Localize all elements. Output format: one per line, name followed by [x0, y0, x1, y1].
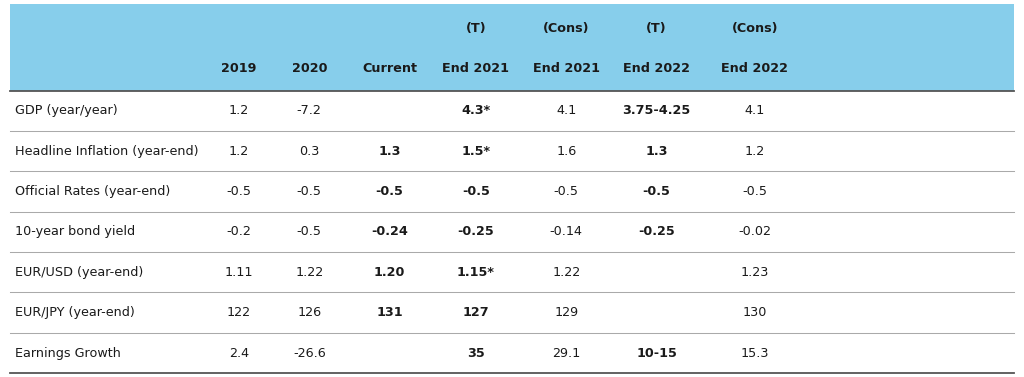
Text: 2019: 2019 [221, 62, 257, 75]
Text: 130: 130 [742, 306, 767, 319]
Text: 122: 122 [227, 306, 251, 319]
Text: 4.3*: 4.3* [461, 104, 490, 117]
Text: 1.2: 1.2 [229, 104, 249, 117]
Text: 129: 129 [554, 306, 579, 319]
Text: -0.5: -0.5 [742, 185, 767, 198]
Text: (Cons): (Cons) [543, 21, 590, 35]
Text: 10-15: 10-15 [636, 346, 677, 360]
Text: -0.25: -0.25 [638, 225, 675, 238]
Text: 3.75-4.25: 3.75-4.25 [623, 104, 690, 117]
Text: End 2022: End 2022 [721, 62, 788, 75]
Text: EUR/JPY (year-end): EUR/JPY (year-end) [15, 306, 135, 319]
Text: End 2022: End 2022 [623, 62, 690, 75]
Text: -0.5: -0.5 [462, 185, 489, 198]
Text: -0.25: -0.25 [458, 225, 495, 238]
Text: 35: 35 [467, 346, 484, 360]
Text: 1.6: 1.6 [556, 145, 577, 158]
Text: 1.2: 1.2 [229, 145, 249, 158]
Text: Headline Inflation (year-end): Headline Inflation (year-end) [15, 145, 199, 158]
Text: 4.1: 4.1 [556, 104, 577, 117]
Text: 0.3: 0.3 [299, 145, 319, 158]
Bar [10, 4, 1014, 90]
Text: -7.2: -7.2 [297, 104, 322, 117]
Text: -0.02: -0.02 [738, 225, 771, 238]
Text: Current: Current [362, 62, 417, 75]
Text: EUR/USD (year-end): EUR/USD (year-end) [15, 266, 143, 279]
Text: 29.1: 29.1 [552, 346, 581, 360]
Text: 1.3: 1.3 [378, 145, 400, 158]
Text: -0.2: -0.2 [226, 225, 252, 238]
Text: 4.1: 4.1 [744, 104, 765, 117]
Text: 126: 126 [297, 306, 322, 319]
Text: 1.5*: 1.5* [462, 145, 490, 158]
Text: Official Rates (year-end): Official Rates (year-end) [15, 185, 171, 198]
Text: 127: 127 [463, 306, 489, 319]
Text: -0.5: -0.5 [297, 185, 322, 198]
Text: 1.22: 1.22 [552, 266, 581, 279]
Text: -0.5: -0.5 [376, 185, 403, 198]
Text: 1.22: 1.22 [295, 266, 324, 279]
Text: 1.11: 1.11 [225, 266, 253, 279]
Text: -0.24: -0.24 [371, 225, 408, 238]
Text: 1.20: 1.20 [374, 266, 406, 279]
Text: Earnings Growth: Earnings Growth [15, 346, 121, 360]
Text: End 2021: End 2021 [442, 62, 509, 75]
Text: 1.23: 1.23 [740, 266, 769, 279]
Text: 2.4: 2.4 [229, 346, 249, 360]
Text: (T): (T) [466, 21, 486, 35]
Text: GDP (year/year): GDP (year/year) [15, 104, 118, 117]
Text: 1.15*: 1.15* [457, 266, 495, 279]
Text: (Cons): (Cons) [731, 21, 778, 35]
Text: -0.14: -0.14 [550, 225, 583, 238]
Text: (T): (T) [646, 21, 667, 35]
Text: 10-year bond yield: 10-year bond yield [15, 225, 135, 238]
Text: -0.5: -0.5 [297, 225, 322, 238]
Text: -0.5: -0.5 [554, 185, 579, 198]
Text: 131: 131 [376, 306, 402, 319]
Text: 15.3: 15.3 [740, 346, 769, 360]
Text: -26.6: -26.6 [293, 346, 326, 360]
Text: 1.3: 1.3 [645, 145, 668, 158]
Text: 1.2: 1.2 [744, 145, 765, 158]
Text: -0.5: -0.5 [643, 185, 671, 198]
Text: End 2021: End 2021 [532, 62, 600, 75]
Text: 2020: 2020 [292, 62, 327, 75]
Text: -0.5: -0.5 [226, 185, 252, 198]
